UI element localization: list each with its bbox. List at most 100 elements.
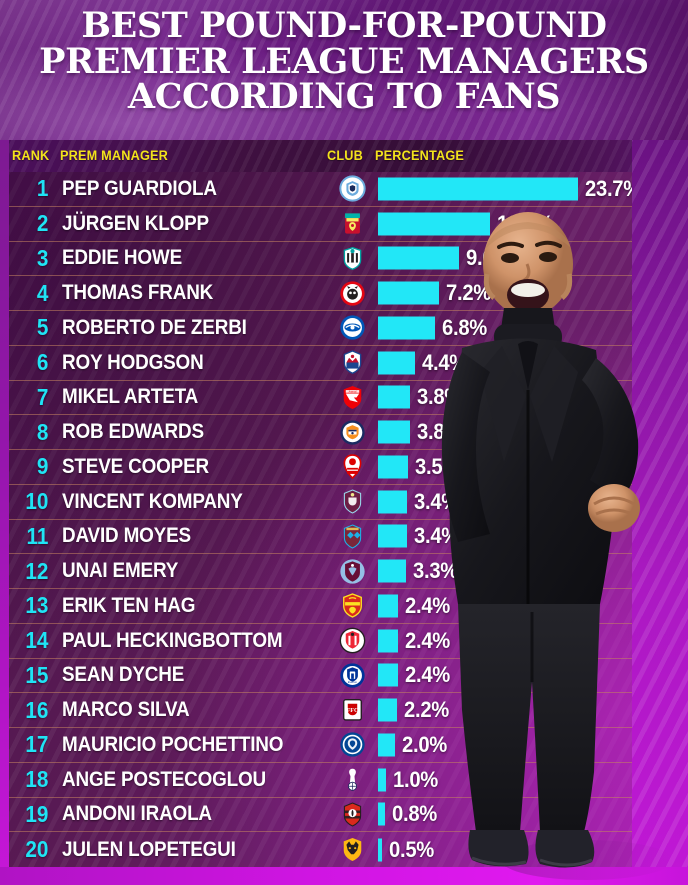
rank-number: 1 [36,175,49,202]
manager-name: DAVID MOYES [62,524,191,548]
percentage-label: 3.8% [417,384,463,410]
percentage-label: 3.4% [414,488,460,514]
table-row: 13 ERIK TEN HAG 2.4% [0,589,688,624]
percentage-label: 4.4% [422,349,468,375]
fulham-badge: FFC [338,696,366,724]
manager-name: ROB EDWARDS [62,420,204,444]
percentage-label: 3.3% [413,558,459,584]
percentage-bar [378,629,398,653]
table-row: 19 ANDONI IRAOLA 0.8% [0,798,688,833]
svg-text:Arsenal: Arsenal [348,390,356,393]
rank-number: 19 [25,800,49,827]
column-header-manager: PREM MANAGER [60,148,169,163]
rank-number: 6 [36,349,49,376]
title-line-3: ACCORDING TO FANS [127,76,561,118]
percentage-bar [378,698,397,722]
percentage-bar [378,802,385,826]
chelsea-badge [338,731,366,759]
percentage-bar [378,316,435,340]
rank-number: 7 [36,383,49,410]
manager-name: SEAN DYCHE [62,663,185,687]
table-row: 2 JÜRGEN KLOPP 13.3% [0,207,688,242]
table-row: 8 ROB EDWARDS 3.8% [0,415,688,450]
percentage-bar [378,490,407,514]
page-title: BEST POUND-FOR-POUND PREMIER LEAGUE MANA… [0,0,688,115]
percentage-bar [378,594,398,618]
manager-name: ROBERTO DE ZERBI [62,315,247,339]
rank-number: 18 [25,766,49,793]
ranking-table: 1 PEP GUARDIOLA 23.7% 2 JÜRGEN KLOPP 13.3% 3 ED… [0,172,688,867]
table-row: 6 ROY HODGSON 4.4% [0,346,688,381]
title-line-2: PREMIER LEAGUE MANAGERS [39,40,649,82]
percentage-bar [378,768,386,792]
rank-number: 16 [25,696,49,723]
manager-name: VINCENT KOMPANY [62,489,243,513]
percentage-bar [378,455,408,479]
wolves-badge [338,836,366,864]
table-row: 15 SEAN DYCHE Everton 2.4% [0,659,688,694]
rank-number: 15 [25,661,49,688]
arsenal-badge: Arsenal [338,383,366,411]
title-band: BEST POUND-FOR-POUND PREMIER LEAGUE MANA… [0,0,688,140]
percentage-bar [378,212,490,236]
newcastle-united-badge [338,244,366,272]
rank-number: 14 [25,627,49,654]
luton-town-badge [338,418,366,446]
svg-text:Everton: Everton [347,680,357,684]
left-edge-stripe [0,140,9,885]
table-row: 17 MAURICIO POCHETTINO 2.0% [0,728,688,763]
table-row: 7 MIKEL ARTETA Arsenal 3.8% [0,381,688,416]
column-header-rank: RANK [12,148,50,163]
table-row: 3 EDDIE HOWE 9.6% [0,242,688,277]
sheffield-united-badge [338,627,366,655]
manager-name: MIKEL ARTETA [62,385,199,409]
percentage-bar [378,281,439,305]
manager-name: ANGE POSTECOGLOU [62,767,266,791]
percentage-label: 2.4% [405,627,451,653]
percentage-bar [378,559,406,583]
title-line-1: BEST POUND-FOR-POUND [81,5,607,46]
manager-name: ERIK TEN HAG [62,593,196,617]
rank-number: 12 [25,557,49,584]
column-header-club: CLUB [327,148,363,163]
rank-number: 20 [25,836,49,863]
rank-number: 10 [25,488,49,515]
manager-name: UNAI EMERY [62,559,179,583]
percentage-label: 3.4% [414,523,460,549]
bottom-edge-stripe [0,867,688,885]
percentage-label: 0.8% [392,801,438,827]
table-row: 12 UNAI EMERY 3.3% [0,554,688,589]
percentage-bar [378,838,382,862]
table-row: 18 ANGE POSTECOGLOU 1.0% [0,763,688,798]
percentage-label: 2.2% [404,697,450,723]
percentage-label: 3.5% [415,453,461,479]
manager-name: ROY HODGSON [62,350,204,374]
liverpool-badge [338,210,366,238]
percentage-bar [378,177,578,201]
table-row: 16 MARCO SILVA FFC 2.2% [0,693,688,728]
manager-name: MARCO SILVA [62,698,190,722]
table-row: 11 DAVID MOYES 3.4% [0,520,688,555]
percentage-bar [378,420,410,444]
table-row: 20 JULEN LOPETEGUI 0.5% [0,832,688,867]
percentage-label: 23.7% [585,175,642,201]
crystal-palace-badge [338,349,366,377]
manager-name: ANDONI IRAOLA [62,802,212,826]
percentage-label: 9.6% [466,245,512,271]
rank-number: 9 [36,453,49,480]
svg-text:FFC: FFC [346,707,358,713]
table-row: 1 PEP GUARDIOLA 23.7% [0,172,688,207]
column-header-percentage: PERCENTAGE [375,148,465,163]
rank-number: 11 [26,522,49,549]
table-row: 5 ROBERTO DE ZERBI 6.8% [0,311,688,346]
table-row: 4 THOMAS FRANK 7.2% [0,276,688,311]
table-row: 10 VINCENT KOMPANY 3.4% [0,485,688,520]
percentage-label: 3.8% [417,419,463,445]
percentage-bar [378,733,395,757]
nottingham-forest-badge [338,453,366,481]
rank-number: 8 [36,418,49,445]
manager-name: PAUL HECKINGBOTTOM [62,628,283,652]
column-header-row: RANK PREM MANAGER CLUB PERCENTAGE [0,140,688,172]
burnley-badge [338,488,366,516]
